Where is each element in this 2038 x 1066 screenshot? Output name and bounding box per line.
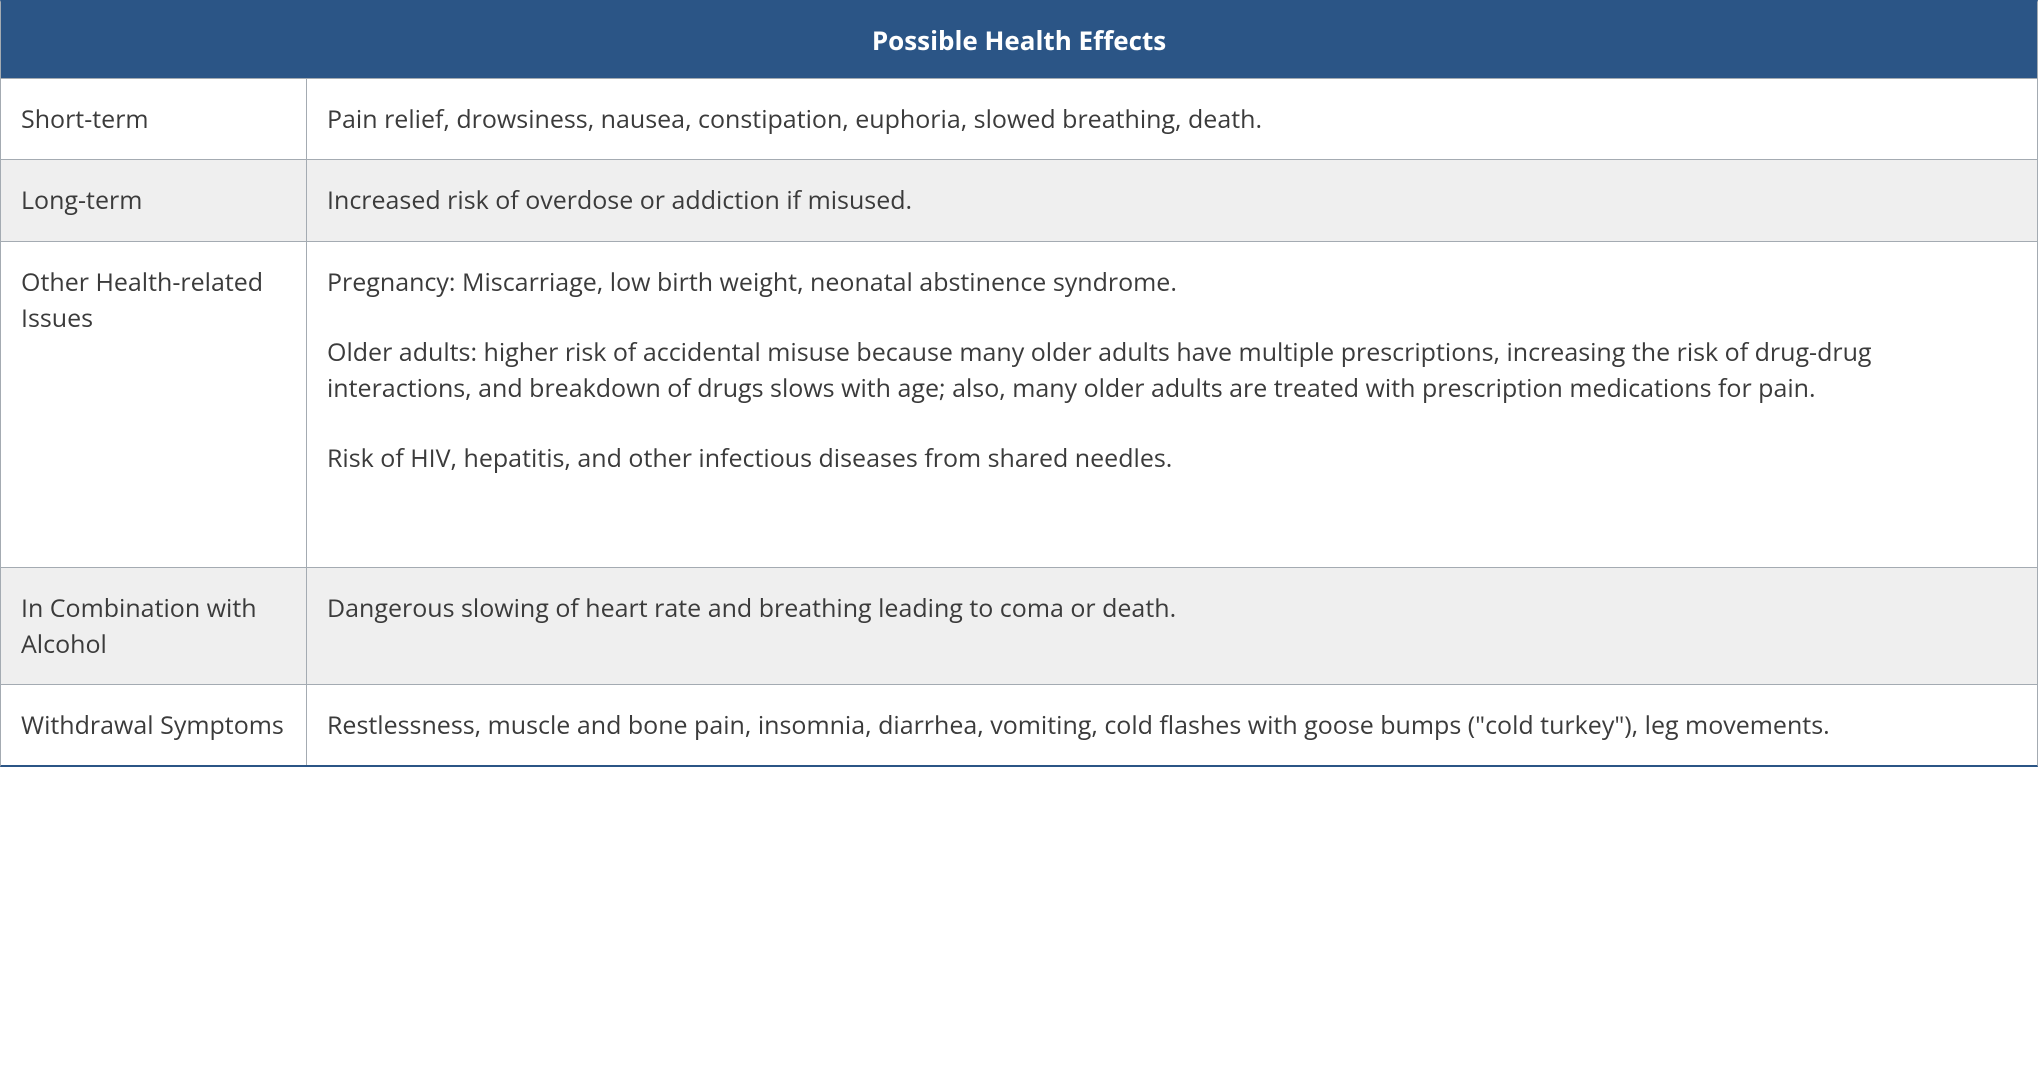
row-value: Increased risk of overdose or addiction …: [307, 160, 2037, 240]
row-label: Short-term: [1, 79, 307, 159]
table-header: Possible Health Effects: [1, 2, 2037, 78]
row-value-paragraph: Pregnancy: Miscarriage, low birth weight…: [327, 264, 2017, 300]
table-row: In Combination with Alcohol Dangerous sl…: [1, 567, 2037, 685]
table-row: Other Health-related Issues Pregnancy: M…: [1, 241, 2037, 567]
row-label: In Combination with Alcohol: [1, 568, 307, 685]
row-value: Pain relief, drowsiness, nausea, constip…: [307, 79, 2037, 159]
table-row: Short-term Pain relief, drowsiness, naus…: [1, 78, 2037, 159]
table-row: Withdrawal Symptoms Restlessness, muscle…: [1, 684, 2037, 765]
row-value: Restlessness, muscle and bone pain, inso…: [307, 685, 2037, 765]
row-value-paragraph: Risk of HIV, hepatitis, and other infect…: [327, 440, 2017, 476]
row-value-paragraph: Older adults: higher risk of accidental …: [327, 334, 2017, 407]
row-value: Dangerous slowing of heart rate and brea…: [307, 568, 2037, 685]
row-label: Other Health-related Issues: [1, 242, 307, 567]
row-label: Long-term: [1, 160, 307, 240]
table-row: Long-term Increased risk of overdose or …: [1, 159, 2037, 240]
health-effects-table: Possible Health Effects Short-term Pain …: [0, 0, 2038, 767]
row-value: Pregnancy: Miscarriage, low birth weight…: [307, 242, 2037, 567]
row-label: Withdrawal Symptoms: [1, 685, 307, 765]
